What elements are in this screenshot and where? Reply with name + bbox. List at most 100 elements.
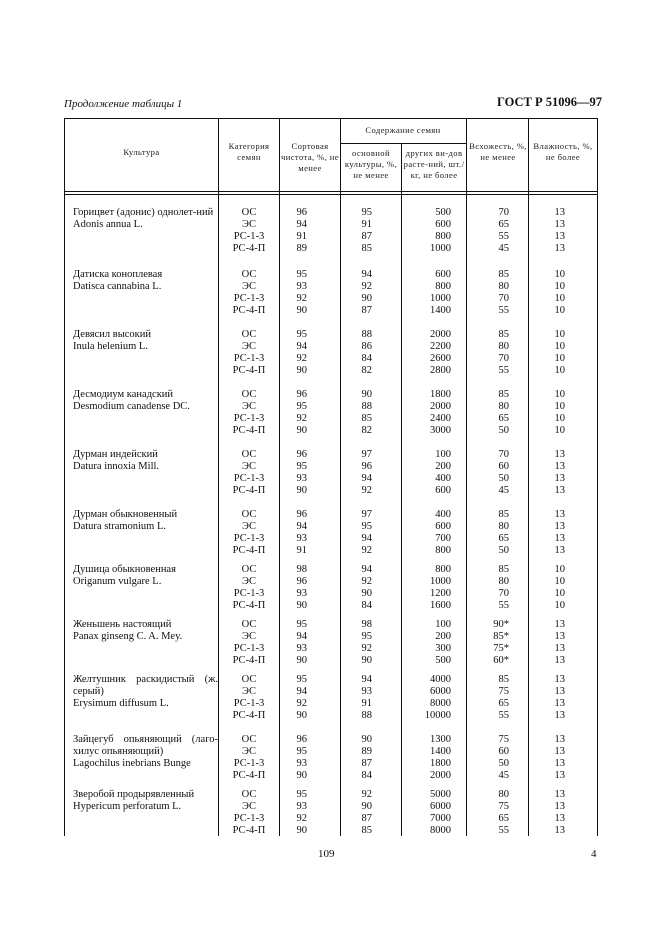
germination-value: 80 [498,789,510,800]
moisture-value: 13 [554,825,566,836]
purity-value: 95 [296,674,308,685]
other-species-value: 800 [435,281,451,292]
header-germination: Всхожесть, %, не менее [469,141,527,162]
main-crop-value: 97 [361,449,373,460]
moisture-value: 10 [554,341,566,352]
seed-category: ЭС [242,461,256,472]
culture-latin-name: Adonis annua L. [73,219,143,230]
germination-value: 75 [498,734,510,745]
main-crop-value: 92 [361,281,373,292]
culture-name: Зверобой продырявленный [73,789,195,800]
germination-value: 55 [498,600,510,611]
moisture-value: 10 [554,353,566,364]
other-species-value: 3000 [430,425,451,436]
seed-category: ОС [241,619,257,630]
purity-value: 96 [296,449,308,460]
seed-category: ЭС [242,281,256,292]
seed-category: ЭС [242,219,256,230]
culture-latin-name: Erysimum diffusum L. [73,698,169,709]
other-species-value: 500 [435,207,451,218]
other-species-value: 100 [435,619,451,630]
germination-value: 55 [498,825,510,836]
seed-category: ОС [241,329,257,340]
header-divider [340,143,466,144]
moisture-value: 10 [554,401,566,412]
germination-value: 50 [498,425,510,436]
seed-category: ЭС [242,801,256,812]
main-crop-value: 88 [361,710,373,721]
germination-value: 65 [498,413,510,424]
table-continuation-label: Продолжение таблицы 1 [64,98,183,110]
other-species-value: 1400 [430,305,451,316]
seed-category: ЭС [242,521,256,532]
moisture-value: 13 [554,243,566,254]
moisture-value: 10 [554,293,566,304]
other-species-value: 100 [435,449,451,460]
purity-value: 96 [296,734,308,745]
main-crop-value: 97 [361,509,373,520]
header-moisture: Влажность, %, не более [533,141,593,162]
moisture-value: 10 [554,564,566,575]
main-crop-value: 92 [361,643,373,654]
main-crop-value: 95 [361,521,373,532]
main-crop-value: 90 [361,801,373,812]
germination-value: 45 [498,770,510,781]
seed-category: РС-4-П [232,655,266,666]
main-crop-value: 91 [361,219,373,230]
header-other-species: других ви-дов расте-ний, шт./кг, не боле… [403,148,465,180]
other-species-value: 1000 [430,293,451,304]
main-crop-value: 95 [361,207,373,218]
moisture-value: 13 [554,521,566,532]
other-species-value: 300 [435,643,451,654]
header-bottom-line [65,191,597,192]
moisture-value: 13 [554,734,566,745]
main-crop-value: 94 [361,564,373,575]
purity-value: 96 [296,389,308,400]
culture-name: Желтушник раскидистый (ж. серый) [73,674,218,697]
other-species-value: 800 [435,231,451,242]
main-crop-value: 86 [361,341,373,352]
moisture-value: 10 [554,413,566,424]
seed-category: ОС [241,389,257,400]
purity-value: 95 [296,746,308,757]
purity-value: 91 [296,545,308,556]
germination-value: 65 [498,698,510,709]
main-crop-value: 92 [361,485,373,496]
culture-name: Душица обыкновенная [73,564,176,575]
main-crop-value: 84 [361,770,373,781]
moisture-value: 13 [554,789,566,800]
germination-value: 85 [498,674,510,685]
other-species-value: 600 [435,521,451,532]
seed-category: ОС [241,564,257,575]
moisture-value: 13 [554,746,566,757]
purity-value: 90 [296,825,308,836]
header-seed-content: Содержание семян [365,125,441,135]
other-species-value: 2000 [430,329,451,340]
purity-value: 93 [296,473,308,484]
seed-category: РС-4-П [232,600,266,611]
header-category: Категория семян [228,141,270,162]
other-species-value: 2800 [430,365,451,376]
germination-value: 70 [498,207,510,218]
germination-value: 50 [498,758,510,769]
main-crop-value: 90 [361,389,373,400]
moisture-value: 13 [554,473,566,484]
germination-value: 60 [498,461,510,472]
germination-value: 80 [498,341,510,352]
other-species-value: 1800 [430,758,451,769]
seed-category: ОС [241,789,257,800]
seed-category: ОС [241,734,257,745]
main-crop-value: 91 [361,698,373,709]
purity-value: 93 [296,801,308,812]
seed-category: ОС [241,674,257,685]
column-divider [279,119,280,836]
other-species-value: 1800 [430,389,451,400]
seed-category: РС-1-3 [233,758,265,769]
seed-category: РС-1-3 [233,413,265,424]
other-species-value: 7000 [430,813,451,824]
main-crop-value: 90 [361,734,373,745]
culture-name: Датиска коноплевая [73,269,163,280]
purity-value: 94 [296,521,308,532]
main-crop-value: 82 [361,365,373,376]
germination-value: 55 [498,710,510,721]
